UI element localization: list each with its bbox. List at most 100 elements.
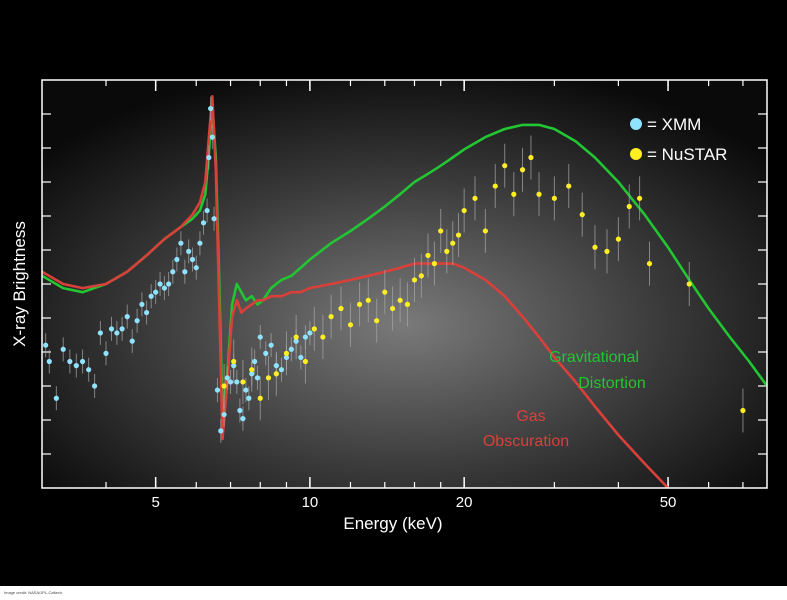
nustar-point [536,191,542,197]
annotation-gravitational-line-2: Distortion [578,375,646,392]
xmm-point [92,383,98,389]
x-tick-label: 10 [302,494,319,511]
x-ticks: 5 10 20 50 [105,80,744,511]
nustar-point [626,203,632,210]
xmm-point [103,350,109,356]
footer-bar: Image credit: NASA/JPL-Caltech [0,586,787,600]
nustar-point [404,301,411,307]
xmm-point [208,105,214,112]
xmm-point [73,363,79,369]
nustar-point [450,240,456,246]
xmm-point [182,269,188,275]
nustar-point [528,154,534,161]
annotation-gravitational-distortion: Gravitational Distortion [549,349,646,392]
xmm-point [214,387,221,393]
xmm-point [114,330,120,336]
xmm-point [249,371,255,377]
xmm-point [174,256,180,263]
footer-credit: Image credit: NASA/JPL-Caltech [4,590,63,595]
xmm-point [161,285,167,291]
xmm-point [221,411,227,418]
nustar-point [273,371,279,377]
nustar-point [579,212,585,218]
xmm-point [189,256,196,263]
xmm-point [293,338,299,344]
xmm-point [129,338,135,344]
nustar-point [397,297,403,303]
nustar-point [461,207,467,214]
x-tick-label: 5 [151,494,159,511]
nustar-point [566,183,572,189]
xmm-point [211,216,217,222]
xmm-point [139,301,145,307]
xmm-point [246,395,252,401]
gravitational-distortion-curve [41,103,769,416]
nustar-point [283,350,290,356]
xmm-point [257,334,263,340]
xmm-point [237,407,243,414]
curves [41,95,769,489]
nustar-point [438,228,444,234]
nustar-point [615,236,621,242]
x-axis-label: Energy (keV) [343,514,442,533]
nustar-point [293,334,299,340]
nustar-point [511,191,517,197]
xmm-point [254,375,261,381]
xmm-point [268,342,274,348]
legend-nustar-marker [630,148,642,160]
xmm-point [108,326,115,332]
xmm-point [134,318,140,324]
legend-nustar-label: = NuSTAR [647,145,727,164]
xmm-point [197,240,203,246]
xmm-point [46,358,52,365]
xmm-point [178,240,184,246]
xmm-point [273,363,279,369]
nustar-point [365,297,371,303]
xmm-point [263,350,269,356]
nustar-point [221,383,227,389]
nustar-point [551,195,557,201]
nustar-point [444,248,450,254]
nustar-point [356,301,363,307]
xmm-point [193,265,199,271]
plot-background [42,80,767,488]
nustar-point [502,163,508,169]
nustar-point [519,167,526,173]
x-tick-label: 50 [660,494,677,511]
nustar-point [686,281,692,287]
nustar-point [389,305,396,312]
nustar-point [374,318,380,324]
y-ticks [42,113,767,455]
nustar-point [482,228,488,234]
nustar-point [382,289,388,295]
xmm-point [200,220,207,226]
xmm-point [60,346,66,352]
xmm-point [143,309,150,316]
xmm-point [157,281,163,287]
nustar-point [240,379,246,385]
xmm-point [243,387,249,393]
xmm-point [288,346,294,352]
xmm-point [224,375,230,381]
gas-obscuration-curve [41,95,669,489]
nustar-point [338,305,344,312]
xmm-point [170,269,176,275]
nustar-point [311,326,317,332]
nustar-point [425,252,431,259]
xmm-point [278,367,285,373]
data-points [43,105,746,434]
nustar-point [646,261,653,267]
annotation-gas-obscuration: Gas Obscuration [483,408,569,450]
legend-xmm-label: = XMM [647,115,701,134]
xmm-point [86,367,92,373]
xmm-point [283,354,290,361]
xmm-point [252,358,258,365]
xmm-point [79,358,86,365]
xmm-point [43,342,49,348]
nustar-point [347,322,354,328]
xmm-point [153,289,159,295]
x-tick-label: 20 [456,494,473,511]
nustar-point [492,183,498,189]
xmm-point [148,293,154,299]
nustar-point [592,244,598,250]
